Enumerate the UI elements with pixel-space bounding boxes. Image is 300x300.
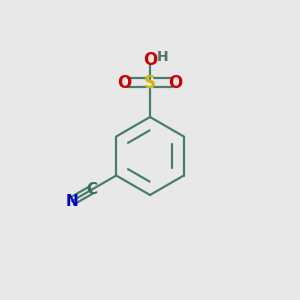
Text: H: H [157,50,168,64]
Text: O: O [168,74,183,92]
Text: O: O [143,51,157,69]
Text: S: S [144,74,156,92]
Text: O: O [117,74,132,92]
Text: N: N [66,194,78,208]
Text: C: C [86,182,97,197]
